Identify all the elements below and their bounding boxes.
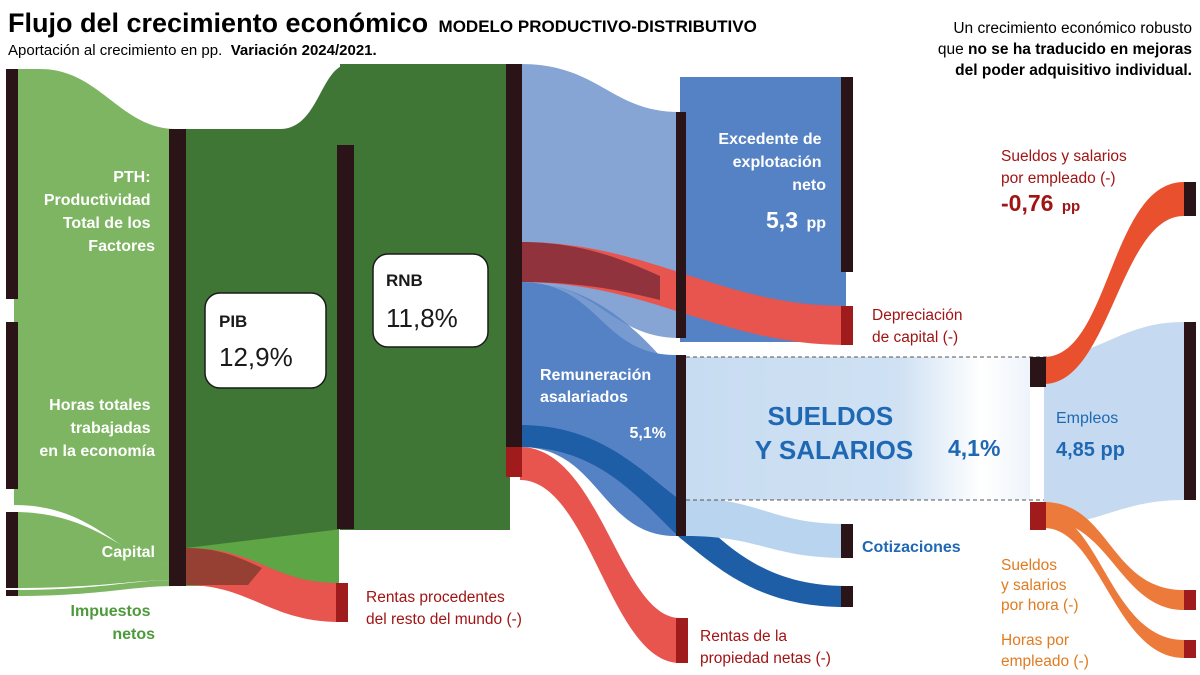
rnb-label: RNB [386,271,423,290]
label-excedente: Excedente de explotación neto [718,131,826,194]
bar-empleos-right [1184,322,1196,500]
bar-rentas-mundo [336,583,348,622]
value-sueldos: 4,1% [948,435,1000,461]
pib-label: PIB [219,312,247,331]
flow-sueldos-empleado [1044,182,1184,384]
flow-sueldos-hora [1044,502,1184,610]
pib-value: 12,9% [219,342,293,372]
label-empleos: Empleos [1056,410,1118,427]
label-sueldos-hora: Sueldos y salarios por hora (-) [1001,557,1079,614]
flow-excedente-top [680,77,846,338]
bar-rnb [337,145,354,529]
label-pth: PTH: Productividad Total de los Factores [44,169,155,255]
label-sueldos: SUELDOS Y SALARIOS [755,401,913,465]
rnb-value: 11,8% [386,303,458,333]
flow-horas-pib [14,322,176,565]
flow-remuneracion-spine [520,282,676,420]
bar-horas-empleado [1184,640,1196,658]
bar-empleos-top [1030,357,1046,387]
flow-pth-pib [14,69,176,355]
bar-pth [6,69,18,299]
value-empleos: 4,85 pp [1056,439,1125,461]
value-remuneracion: 5,1% [630,425,666,442]
intro-line-3: del poder adquisitivo individual. [955,62,1192,79]
value-excedente: 5,3 pp [766,207,826,233]
label-cotizaciones: Cotizaciones [862,539,961,556]
label-depreciacion: Depreciación de capital (-) [872,307,967,346]
flow-rentas-propiedad [520,447,680,663]
bar-empleos-bottom [1030,502,1046,530]
bar-sueldos-hora [1184,590,1196,610]
flow-capital-pib [14,512,176,588]
node-sueldos-band [686,357,1030,500]
label-remuneracion: Remuneración asalariados [540,367,656,406]
intro-line-2: que no se ha traducido en mejoras [938,41,1192,58]
bar-rnb-right [506,64,522,447]
bar-pib [169,129,186,586]
bar-remuneracion [676,355,686,536]
label-rentas-mundo: Rentas procedentes del resto del mundo (… [366,589,522,628]
flow-horas-empleado [1044,512,1184,658]
label-rentas-propiedad: Rentas de la propiedad netas (-) [700,628,831,667]
flow-cotizaciones [686,498,846,558]
bar-excedente-left [676,112,686,338]
chart-subtitle: Aportación al crecimiento en pp. Variaci… [8,42,377,59]
bar-rnb-red [506,447,522,477]
bar-capital [6,512,18,588]
bar-depreciacion [841,306,853,345]
bar-remuneracion-dark-end [841,586,853,607]
label-capital: Capital [102,544,155,561]
bar-impuestos [6,590,18,596]
intro-line-1: Un crecimiento económico robusto [953,20,1192,37]
flow-rentas-mundo-dark [186,548,262,585]
chart-title: Flujo del crecimiento económico MODELO P… [8,8,757,38]
node-pib-box: PIB 12,9% [204,292,327,389]
bar-sueldos-empleado [1184,182,1196,216]
label-impuestos: Impuestos netos [71,603,156,643]
bar-rentas-propiedad [676,618,688,663]
label-sueldos-empleado: Sueldos y salarios por empleado (-) [1001,148,1131,187]
value-sueldos-empleado: -0,76 pp [1001,190,1080,216]
label-horas: Horas totales trabajadas en la economía [39,397,155,460]
bar-cotizaciones [841,524,853,558]
label-horas-empleado: Horas por empleado (-) [1001,632,1089,670]
flow-depreciacion-dark [520,242,660,300]
bar-excedente-right [841,77,853,272]
flow-impuestos-pib [14,580,176,596]
bar-horas [6,322,18,489]
node-rnb-box: RNB 11,8% [372,253,489,348]
